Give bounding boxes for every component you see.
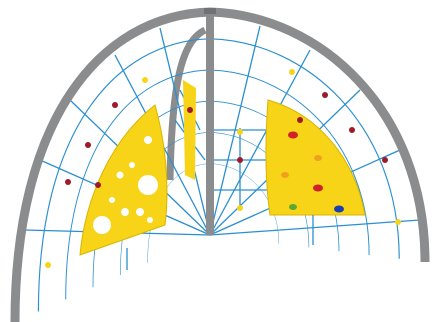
back-arch	[166, 26, 207, 181]
center-pole	[206, 10, 214, 235]
pole-cap	[204, 8, 216, 14]
ground-anchors	[126, 215, 314, 270]
net-connectors	[65, 92, 388, 188]
panel-holes	[93, 136, 158, 234]
net-clamps	[45, 69, 401, 268]
climbing-holds	[281, 131, 344, 213]
climbing-panel-middle	[183, 80, 196, 180]
